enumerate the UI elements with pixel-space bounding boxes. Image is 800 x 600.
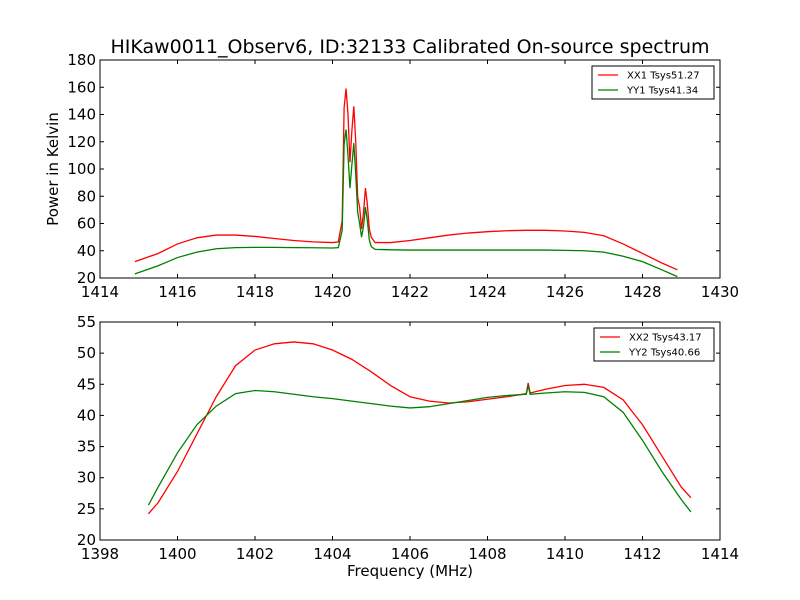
top-panel: 1414 1416 1418 1420 1422 1424 1426 1428 1430 20 40… [44,51,739,301]
series-line-xx2 [147,341,692,515]
series-line-xx1 [134,88,678,271]
x-tick-label: 1428 [623,283,661,301]
legend: XX1 Tsys51.27 YY1 Tsys41.34 [591,65,715,100]
legend: XX2 Tsys43.17 YY2 Tsys40.66 [593,327,715,362]
y-tick-label: 140 [67,106,96,124]
x-tick-label: 1398 [81,545,119,563]
y-tick-label: 80 [77,187,96,205]
y-tick-label: 45 [77,375,96,393]
legend-entry: YY2 Tsys40.66 [628,348,700,359]
y-tick-label: 160 [67,78,96,96]
legend-entry: YY1 Tsys41.34 [626,86,698,97]
y-tick-label: 25 [77,500,96,518]
x-tick-label: 1408 [468,545,506,563]
chart-title: HIKaw0011_Observ6, ID:32133 Calibrated O… [110,36,709,58]
legend-box [593,327,715,362]
y-tick-label: 180 [67,51,96,69]
y-tick-label: 100 [67,160,96,178]
x-tick-label: 1402 [236,545,274,563]
y-tick-label: 20 [77,269,96,287]
x-tick-label: 1426 [546,283,584,301]
x-tick-label: 1430 [701,283,739,301]
y-tick-label: 120 [67,133,96,151]
series-lines [147,341,692,515]
series-lines [134,88,678,278]
y-tick-label: 20 [77,531,96,549]
y-tick-label: 40 [77,406,96,424]
x-tick-label: 1422 [391,283,429,301]
y-tick-label: 40 [77,242,96,260]
x-tick-label: 1410 [546,545,584,563]
x-tick-label: 1400 [158,545,196,563]
x-tick-label: 1404 [313,545,351,563]
x-axis-label: Frequency (MHz) [347,562,473,580]
y-tick-label: 55 [77,313,96,331]
x-tick-label: 1416 [158,283,196,301]
y-tick-label: 60 [77,215,96,233]
y-axis-label: Power in Kelvin [44,112,62,226]
x-tick-label: 1424 [468,283,506,301]
y-tick-label: 35 [77,438,96,456]
x-tick-label: 1418 [236,283,274,301]
legend-entry: XX2 Tsys43.17 [629,333,702,344]
legend-entry: XX1 Tsys51.27 [627,71,700,82]
series-line-yy1 [134,129,678,278]
x-tick-label: 1412 [623,545,661,563]
x-tick-label: 1414 [701,545,739,563]
x-tick-label: 1420 [313,283,351,301]
y-tick-label: 30 [77,469,96,487]
bottom-panel: 1398 1400 1402 1404 1406 1408 1410 1412 1414 20 25… [77,313,739,580]
x-tick-label: 1406 [391,545,429,563]
series-line-yy2 [147,385,692,513]
legend-box [591,65,715,100]
y-tick-label: 50 [77,344,96,362]
x-tick-label: 1414 [81,283,119,301]
